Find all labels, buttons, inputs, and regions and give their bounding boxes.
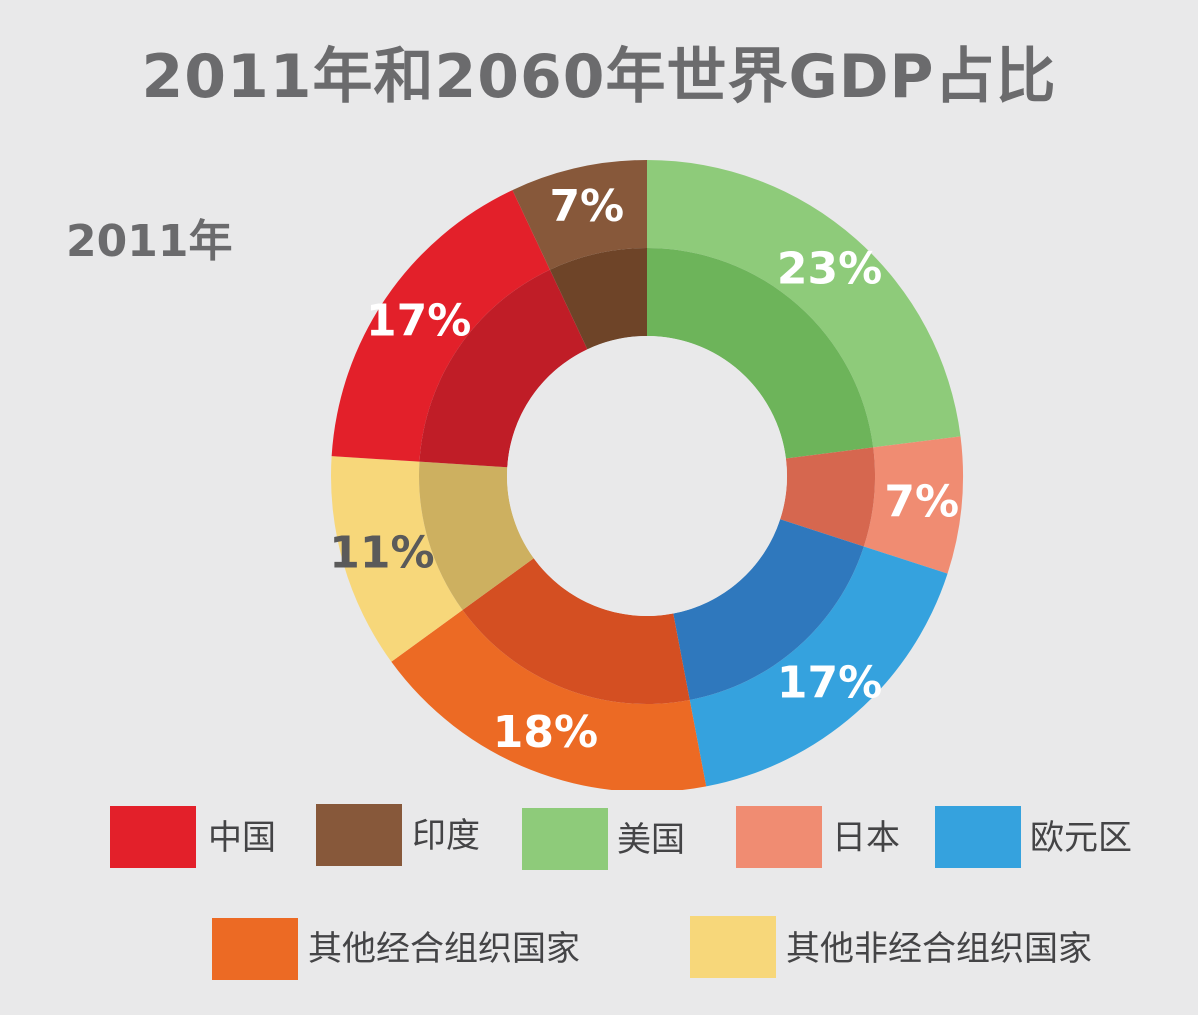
pie-slice-label-3: 18%: [493, 707, 598, 758]
legend-label-other-non-oecd: 其他非经合组织国家: [786, 929, 1092, 969]
pie-slice-label-1: 7%: [884, 476, 959, 527]
pie-slice-inner-4: [419, 461, 534, 611]
legend-swatch-china: [110, 806, 196, 868]
legend-swatch-usa: [522, 808, 608, 870]
pie-slice-label-6: 7%: [549, 181, 624, 232]
pie-slice-inner-2: [673, 519, 864, 700]
legend-label-china: 中国: [208, 818, 276, 858]
legend-swatch-japan: [736, 806, 822, 868]
donut-hole: [507, 336, 787, 616]
chart-subtitle: 2011年: [66, 216, 233, 267]
pie-slice-inner-1: [780, 447, 875, 547]
donut-chart: 23% 7% 17% 18% 11% 17% 7%: [329, 160, 963, 790]
legend-swatch-other-oecd: [212, 918, 298, 980]
pie-slice-label-0: 23%: [777, 243, 882, 294]
legend-label-other-oecd: 其他经合组织国家: [308, 929, 580, 969]
chart-title: 2011年和2060年世界GDP占比: [141, 42, 1057, 112]
legend-label-usa: 美国: [617, 820, 685, 860]
pie-slice-inner-3: [462, 558, 690, 704]
pie-slice-label-5: 17%: [366, 295, 471, 346]
legend-label-india: 印度: [412, 816, 480, 856]
legend-swatch-india: [316, 804, 402, 866]
pie-slice-outer-6: [512, 160, 647, 270]
legend-swatch-other-non-oecd: [690, 916, 776, 978]
pie-slice-inner-0: [647, 248, 874, 459]
pie-slice-label-4: 11%: [329, 528, 434, 579]
legend-label-japan: 日本: [832, 818, 900, 858]
pie-slice-inner-6: [549, 248, 647, 350]
pie-slice-outer-1: [863, 436, 963, 574]
pie-slice-outer-3: [391, 610, 707, 790]
pie-slice-outer-2: [689, 546, 948, 787]
pie-slice-inner-5: [419, 269, 588, 468]
pie-slice-label-2: 17%: [777, 658, 882, 709]
pie-slice-outer-0: [647, 160, 961, 448]
legend-swatch-eurozone: [935, 806, 1021, 868]
pie-slice-outer-5: [331, 190, 550, 462]
pie-slice-outer-4: [331, 456, 463, 662]
legend-label-eurozone: 欧元区: [1030, 818, 1132, 858]
